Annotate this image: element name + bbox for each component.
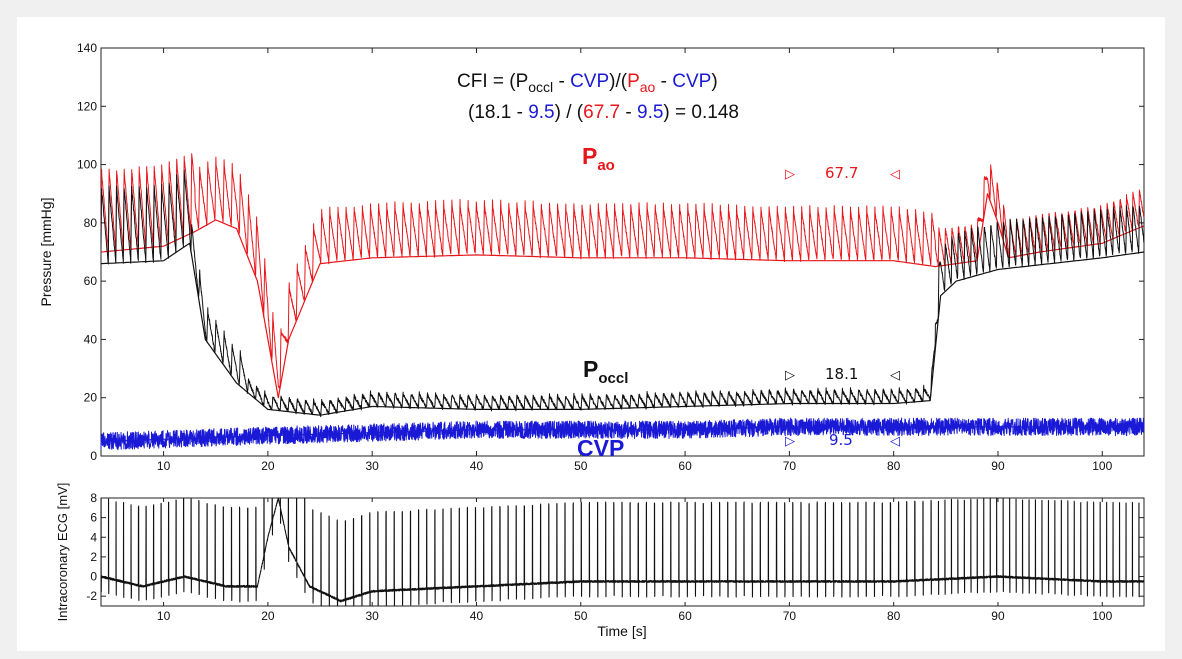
formula-line-1: CFI = (Poccl - CVP)/(Pao - CVP) [457,71,718,95]
pressure-y-tick-label: 140 [77,41,97,55]
ecg-trace [100,497,1145,607]
cvp-mean-line [100,426,1144,442]
ecg-y-tick-label: 0 [90,570,97,584]
poccl-trace [100,169,1145,418]
x-axis-label: Time [s] [597,623,646,639]
chart-canvas: Pressure [mmHg] Intracoronary ECG [mV] T… [38,41,1145,639]
pao-label: Pao [582,143,615,174]
cvp-value-label: 9.5 [829,431,853,449]
pressure-y-tick-label: 100 [77,158,97,172]
pressure-y-tick-label: 20 [84,391,98,405]
ecg-x-tick-label: 100 [1092,609,1112,623]
pao-window-start-marker: ▷ [785,167,795,182]
ecg-x-tick-label: 70 [783,609,797,623]
pressure-x-tick-label: 80 [887,459,901,473]
ecg-y-tick-label: -2 [86,589,97,603]
pressure-x-tick-label: 90 [991,459,1005,473]
pressure-y-tick-label: 80 [84,216,98,230]
ecg-x-tick-label: 90 [991,609,1005,623]
poccl-value-label: 18.1 [825,365,858,383]
ecg-x-tick-label: 40 [470,609,484,623]
ecg-x-tick-label: 10 [157,609,171,623]
pressure-y-tick-label: 40 [84,332,98,346]
pressure-x-tick-label: 30 [366,459,380,473]
pressure-y-tick-label: 60 [84,274,98,288]
pao-value-label: 67.7 [825,164,858,182]
pao-mean-line [100,193,1145,399]
cvp-window-start-marker: ▷ [785,434,795,449]
cvp-window-end-marker: ◁ [890,434,900,449]
pao-window-end-marker: ◁ [890,167,900,182]
ecg-x-tick-label: 50 [574,609,588,623]
pressure-y-tick-label: 0 [90,449,97,463]
pressure-x-tick-label: 20 [261,459,275,473]
ecg-y-tick-label: 2 [90,550,97,564]
ecg-x-tick-label: 80 [887,609,901,623]
pressure-x-tick-label: 60 [678,459,692,473]
pressure-x-tick-label: 100 [1092,459,1112,473]
ecg-y-tick-label: 4 [90,530,97,544]
cvp-label: CVP [577,435,624,461]
pressure-x-tick-label: 50 [574,459,588,473]
figure: Pressure [mmHg] Intracoronary ECG [mV] T… [17,17,1165,651]
pressure-x-tick-label: 40 [470,459,484,473]
pressure-y-axis-label: Pressure [mmHg] [38,198,54,307]
pressure-x-tick-label: 10 [157,459,171,473]
ecg-x-tick-label: 30 [366,609,380,623]
pressure-x-tick-label: 70 [783,459,797,473]
trace-layer [100,153,1145,607]
ecg-y-tick-label: 6 [90,511,97,525]
formula-line-2: (18.1 - 9.5) / (67.7 - 9.5) = 0.148 [468,102,739,123]
ecg-y-tick-label: 8 [90,491,97,505]
ecg-x-tick-label: 60 [678,609,692,623]
ecg-y-axis-label: Intracoronary ECG [mV] [55,483,70,622]
ecg-x-tick-label: 20 [261,609,275,623]
pressure-y-tick-label: 120 [77,99,97,113]
poccl-window-start-marker: ▷ [785,368,795,383]
poccl-window-end-marker: ◁ [890,368,900,383]
cvp-trace [100,417,1145,451]
poccl-label: Poccl [583,356,628,387]
poccl-mean-line [100,242,1145,416]
pao-trace [100,153,1145,390]
